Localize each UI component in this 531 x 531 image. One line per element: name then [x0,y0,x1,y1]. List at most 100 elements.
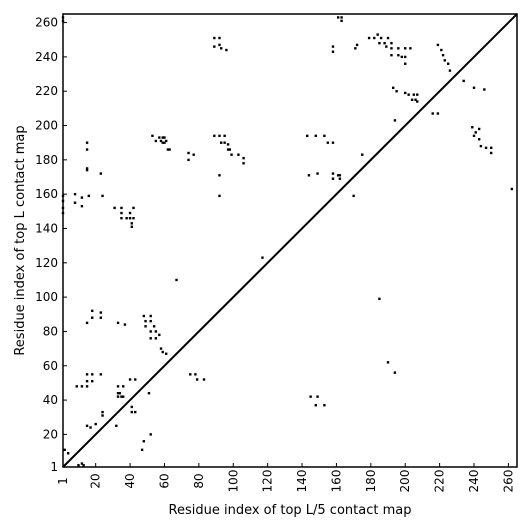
contact-point [85,424,89,428]
contact-point [144,325,147,328]
contact-point [82,464,85,467]
x-tick-label: 100 [226,470,240,493]
contact-point [66,452,70,455]
contact-point [99,373,103,376]
contact-point [220,47,223,50]
contact-point [477,138,481,141]
contact-point [354,47,357,50]
contact-point [134,378,137,381]
contact-point [99,172,103,175]
contact-point [194,373,197,376]
contact-point [80,204,84,208]
contact-point [151,134,154,138]
contact-point [443,59,446,62]
contact-point [404,62,407,65]
contact-point [121,395,125,398]
contact-point [397,53,400,57]
contact-point [77,464,80,467]
contact-point [436,112,440,115]
contact-point [472,134,476,138]
contact-point [128,378,132,381]
contact-point [412,93,416,96]
contact-point [226,143,230,146]
contact-point [306,134,309,138]
x-axis-ticks: 1 20 40 60 80 100 120 140 160 180 200 220 240 260 [56,463,515,492]
y-tick-label: 60 [43,359,58,373]
contact-point [323,404,326,407]
contact-point [132,216,135,220]
contact-point [376,33,379,36]
contact-point [472,86,476,89]
x-tick-label: 60 [157,473,171,488]
contact-point [414,98,417,101]
contact-point [390,47,393,50]
contact-point [187,158,190,162]
contact-point [73,201,77,204]
contact-point [116,395,120,398]
contact-point [91,309,94,313]
y-tick-label: 80 [43,324,58,338]
contact-point [91,316,94,319]
x-axis-label: Residue index of top L/5 contact map [169,503,412,518]
x-tick-label: 40 [123,473,137,488]
contact-point [149,314,152,318]
contact-point [410,98,414,101]
contact-point [441,53,445,57]
contact-point [237,153,240,156]
contact-point [168,148,171,151]
y-tick-label: 120 [35,256,58,270]
contact-point [230,153,233,156]
contact-point [163,141,166,144]
y-tick-label: 260 [35,16,58,30]
y-axis-label: Residue index of top L contact map [13,125,28,355]
contact-point [154,337,158,340]
plot-frame [62,13,518,468]
contact-point [149,337,152,340]
contact-point [404,55,407,59]
contact-point [161,141,164,144]
contact-point [226,148,230,151]
y-tick-label: 20 [43,427,58,441]
contact-point [407,93,410,96]
contact-point [431,112,434,115]
contact-point [80,196,84,199]
contact-point [63,448,66,452]
contact-point [331,177,335,180]
contact-point [391,86,395,89]
contact-point [113,206,116,210]
contact-point [87,194,90,198]
contact-point [118,392,121,395]
contact-point [85,380,89,383]
contact-point [378,41,381,45]
contact-point [395,90,398,93]
contact-point [73,192,77,196]
x-tick-label: 240 [467,470,481,493]
contact-point [99,316,103,319]
y-tick-label: 100 [35,290,58,304]
contact-point [440,48,443,52]
contact-point [220,141,223,144]
contact-point [218,134,221,138]
y-tick-label: 220 [35,84,58,98]
contact-point [213,45,216,48]
contact-point [152,325,156,328]
contact-point [99,311,103,314]
contact-point [462,79,465,83]
contact-point [213,134,216,138]
contact-point [326,141,330,144]
contact-point [75,385,78,388]
contact-point [130,405,133,409]
contact-point [409,47,412,50]
contact-point [355,43,359,47]
contact-point [331,50,335,53]
x-tick-label: 180 [364,470,378,493]
contact-point [116,392,120,395]
contact-point [195,378,199,381]
contact-point [316,395,319,398]
contact-point [192,153,195,156]
contact-point [85,167,89,170]
contact-point [404,47,407,50]
contact-point [448,69,452,72]
contact-point [120,206,123,210]
